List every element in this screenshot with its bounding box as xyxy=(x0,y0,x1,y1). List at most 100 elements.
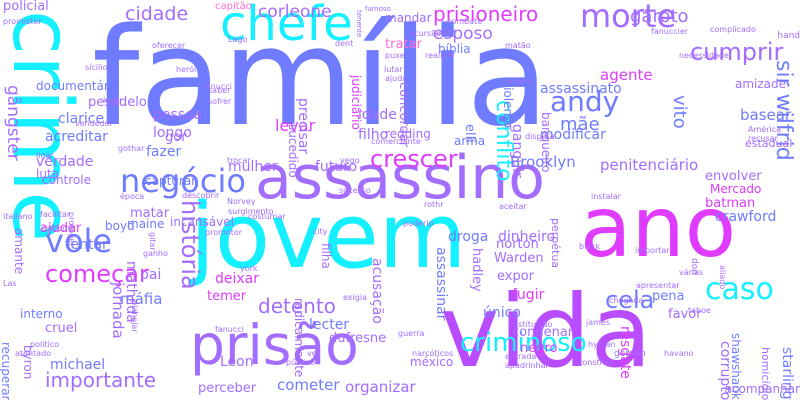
cloud-word: assassinar xyxy=(433,247,449,321)
cloud-word: condenar xyxy=(512,325,574,340)
cloud-word: vego xyxy=(340,156,360,165)
cloud-word: judiciário xyxy=(349,75,363,130)
cloud-word: começar xyxy=(45,260,149,288)
cloud-word: hadley xyxy=(469,248,484,292)
cloud-word: prisão xyxy=(190,313,359,377)
cloud-word: importar xyxy=(635,246,670,255)
cloud-word: criminoso xyxy=(460,328,587,358)
cloud-word: matão xyxy=(505,41,531,50)
cloud-word: recuperar xyxy=(0,341,13,400)
cloud-word: gothar xyxy=(118,144,145,153)
cloud-word: fugir xyxy=(512,287,545,303)
cloud-word: saber xyxy=(208,86,231,95)
cloud-word: politico xyxy=(30,340,60,349)
cloud-word: levar xyxy=(275,116,316,135)
cloud-word: trocar xyxy=(227,156,251,165)
cloud-word: homicídio xyxy=(759,346,772,400)
cloud-word: cela xyxy=(605,286,655,314)
cloud-word: black xyxy=(579,242,601,251)
cloud-word: nudem xyxy=(42,224,70,233)
cloud-word: guerra xyxy=(398,329,425,338)
cloud-word: Lago xyxy=(228,35,248,44)
cloud-word: capturar xyxy=(145,174,197,188)
cloud-word: pena xyxy=(652,289,685,304)
cloud-word: matar xyxy=(130,206,170,221)
cloud-word: gitar xyxy=(148,232,157,251)
cloud-word: mandar xyxy=(385,11,432,25)
cloud-word: máfia xyxy=(120,290,163,308)
cloud-word: narcóticos xyxy=(412,349,454,358)
cloud-word: modificar xyxy=(540,127,606,143)
cloud-word: italiano xyxy=(3,212,33,221)
cloud-word: facilitar xyxy=(40,210,71,219)
cloud-word: chegada xyxy=(609,296,644,305)
cloud-word: família xyxy=(92,0,550,156)
cloud-word: penitenciário xyxy=(600,156,699,174)
cloud-word: vida xyxy=(440,273,652,390)
cloud-word: instituição xyxy=(511,320,553,329)
cloud-word: importante xyxy=(45,368,157,392)
cloud-word: promotor xyxy=(205,228,243,237)
cloud-word: Brooklyn xyxy=(510,153,576,171)
cloud-word: vole xyxy=(45,222,113,260)
cloud-word: rothr xyxy=(424,200,444,209)
cloud-word: Léon xyxy=(220,354,254,370)
cloud-word: envolver xyxy=(705,169,762,184)
cloud-word: entrada xyxy=(505,352,537,361)
cloud-word: herói xyxy=(176,65,197,74)
cloud-word: animal xyxy=(505,77,533,86)
cloud-word: favor xyxy=(668,307,702,322)
cloud-word: Norvey xyxy=(227,197,256,206)
cloud-word: agente xyxy=(600,66,653,84)
cloud-word: don xyxy=(689,258,699,275)
cloud-word: único xyxy=(483,305,521,321)
cloud-word: complicado xyxy=(710,25,756,34)
cloud-word: planejar xyxy=(130,300,139,333)
cloud-word: acompanhar xyxy=(724,382,800,396)
cloud-word: assassinato xyxy=(540,81,622,97)
cloud-word: público xyxy=(286,358,315,367)
cloud-word: gângster xyxy=(3,85,23,161)
cloud-word: interno xyxy=(20,307,63,321)
cloud-word: aceitar xyxy=(499,202,527,211)
cloud-word: morte xyxy=(580,0,677,35)
cloud-word: dinheiro xyxy=(498,229,556,245)
cloud-word: caso xyxy=(705,272,774,307)
cloud-word: longo xyxy=(153,125,192,141)
cloud-word: surgimento xyxy=(228,207,274,216)
cloud-word: incansável xyxy=(170,215,234,229)
cloud-word: negócio xyxy=(120,162,246,200)
cloud-word: acusação xyxy=(369,258,385,324)
cloud-word: sucedido xyxy=(286,124,300,178)
cloud-word: basear xyxy=(740,106,792,124)
cloud-word: james xyxy=(586,318,611,327)
cloud-word: puxe xyxy=(385,51,405,60)
cloud-word: pesadelo xyxy=(88,95,147,110)
cloud-word: ano xyxy=(580,178,737,276)
cloud-word: andy xyxy=(550,85,620,118)
cloud-word: redding xyxy=(385,127,431,141)
cloud-word: garoto xyxy=(630,6,689,27)
cloud-word: combate xyxy=(447,17,483,26)
cloud-word: descobrir xyxy=(182,191,220,200)
cloud-word: expor xyxy=(497,269,535,284)
cloud-word: boyd xyxy=(105,219,135,233)
cloud-word: fanucci xyxy=(203,82,232,91)
cloud-word: filho xyxy=(358,127,389,143)
cloud-word: necessidade xyxy=(679,51,729,60)
cloud-word: lutar xyxy=(384,65,403,74)
cloud-word: tahoe xyxy=(688,306,711,315)
cloud-word: ajuda xyxy=(385,74,408,83)
cloud-word: bíblia xyxy=(438,42,471,56)
cloud-word: futuro xyxy=(315,159,358,175)
cloud-word: fazer xyxy=(146,144,182,160)
cloud-word: lecter xyxy=(309,317,350,333)
cloud-word: sofrer xyxy=(208,97,232,106)
cloud-word: atentado xyxy=(15,349,52,358)
cloud-word: filha xyxy=(319,243,333,269)
cloud-word: organizar xyxy=(345,378,416,396)
cloud-word: sucesso xyxy=(339,186,371,195)
cloud-word: clarice xyxy=(58,111,105,127)
cloud-word: elli xyxy=(462,124,477,143)
